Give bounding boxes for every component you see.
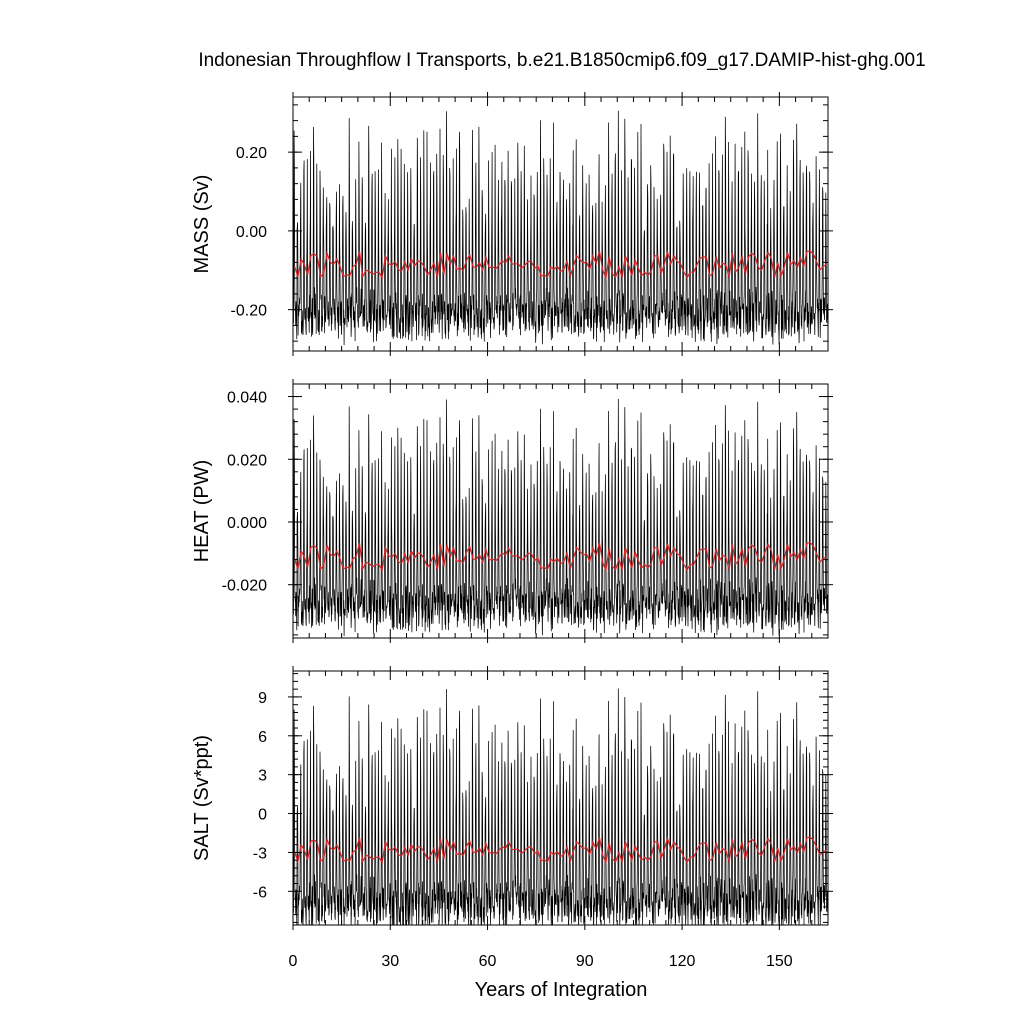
- y-tick-label: 6: [258, 729, 267, 746]
- y-tick-label: -6: [253, 884, 267, 901]
- y-tick-label: -0.20: [231, 303, 268, 320]
- y-tick-label: 0.000: [227, 515, 267, 532]
- chart-title: Indonesian Throughflow I Transports, b.e…: [198, 50, 925, 71]
- y-tick-label: 0.00: [236, 224, 267, 241]
- y-tick-label: 0.020: [227, 452, 267, 469]
- x-tick-label: 150: [766, 953, 793, 970]
- annual-mean-line-heat: [294, 542, 827, 573]
- monthly-series-line-heat: [292, 398, 829, 637]
- y-tick-label: 9: [258, 690, 267, 707]
- y-axis-label-mass: MASS (Sv): [191, 175, 213, 274]
- x-tick-label: 30: [381, 953, 399, 970]
- x-tick-label: 90: [576, 953, 594, 970]
- y-axis-label-salt: SALT (Sv*ppt): [191, 735, 213, 861]
- y-tick-label: 0.040: [227, 390, 267, 407]
- annual-mean-line-salt: [294, 835, 827, 865]
- annual-mean-line-mass: [294, 249, 827, 281]
- y-axis-label-heat: HEAT (PW): [191, 460, 213, 563]
- x-tick-label: 120: [669, 953, 696, 970]
- y-tick-label: 0.20: [236, 145, 267, 162]
- panel-mass: 0.20 0.00 -0.20 MASS (Sv): [191, 92, 833, 356]
- y-tick-label: 3: [258, 768, 267, 785]
- x-axis-label: Years of Integration: [475, 979, 648, 1001]
- y-tick-label: -3: [253, 845, 267, 862]
- panels: 0.20 0.00 -0.20 MASS (Sv) 0.040 0.020 0.000 -0.…: [191, 92, 833, 970]
- y-tick-label: 0: [258, 807, 267, 824]
- plot-frame: [292, 383, 829, 639]
- plot-frame: [292, 96, 829, 352]
- monthly-series-line-mass: [292, 110, 829, 346]
- monthly-series-line-salt: [292, 688, 829, 926]
- panel-heat: 0.040 0.020 0.000 -0.020 HEAT (PW): [191, 379, 833, 643]
- x-tick-label: 60: [479, 953, 497, 970]
- y-tick-label: -0.020: [222, 578, 267, 595]
- x-tick-label: 0: [289, 953, 298, 970]
